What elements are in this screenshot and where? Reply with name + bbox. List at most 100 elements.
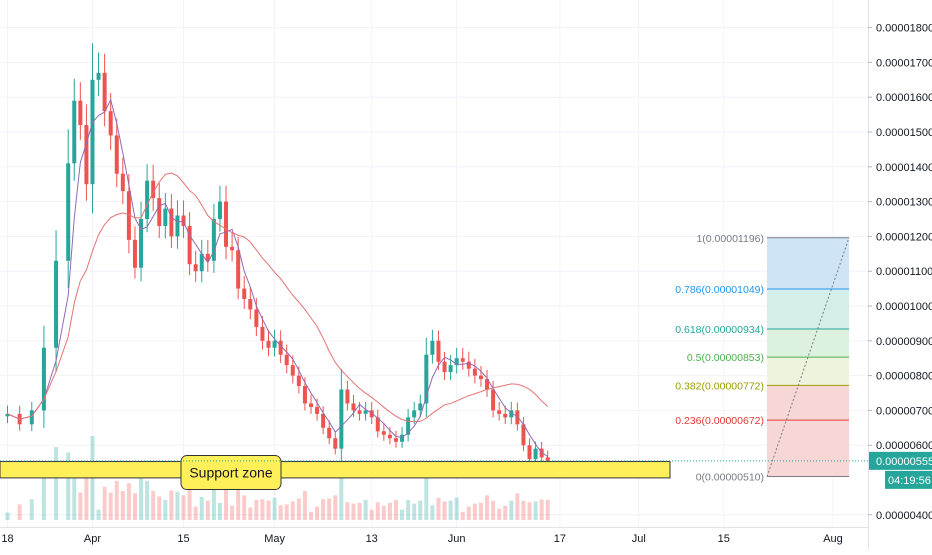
volume-bar <box>333 495 338 520</box>
candle-body <box>509 410 514 418</box>
candle-body <box>339 389 344 449</box>
volume-bar <box>430 505 435 520</box>
candle-body <box>442 361 447 373</box>
candle-body <box>242 288 247 300</box>
price-axis-tick: 0.00001300 <box>876 197 932 209</box>
volume-bar <box>339 476 344 520</box>
candle-body <box>126 191 131 240</box>
volume-bar <box>503 505 508 520</box>
last-price-badge <box>869 451 932 470</box>
price-axis-tick: 0.00001800 <box>876 23 932 35</box>
volume-bar <box>497 508 502 520</box>
candle-body <box>66 163 71 261</box>
candle-body <box>533 448 538 460</box>
candle-body <box>454 358 459 366</box>
fib-band <box>767 237 849 289</box>
candle-body <box>321 413 326 428</box>
candle-body <box>199 253 204 272</box>
fib-level-label: 0.236(0.00000672) <box>675 415 764 427</box>
countdown-badge <box>885 470 932 489</box>
volume-bar <box>66 452 71 520</box>
volume-bar <box>521 500 526 520</box>
candle-body <box>90 79 95 185</box>
volume-bar <box>284 504 289 520</box>
candle-body <box>145 180 150 219</box>
fibonacci-retracement[interactable]: 1(0.00001196) 0.786(0.00001049) 0.618(0.00… <box>675 233 850 484</box>
candle-body <box>521 424 526 446</box>
price-axis-tick: 0.00000700 <box>876 405 932 417</box>
volume-bar <box>527 502 532 520</box>
candle-body <box>309 403 313 407</box>
volume-bar <box>327 498 332 520</box>
time-axis-tick: 15 <box>177 533 189 545</box>
candle-body <box>430 340 435 355</box>
candle-body <box>527 445 532 460</box>
candle-body <box>96 72 101 80</box>
volume-bar <box>175 491 180 520</box>
candle-body <box>466 361 471 369</box>
volume-bar <box>157 496 162 520</box>
candle-body <box>205 253 210 261</box>
fib-level-label: 0.382(0.00000772) <box>675 380 764 392</box>
time-axis[interactable]: 18 Apr 15 May 13 Jun 17 Jul 15 Aug <box>1 533 842 545</box>
candle-body <box>412 410 417 418</box>
time-axis-tick: Jun <box>448 533 466 545</box>
candle-body <box>387 434 392 439</box>
candle-body <box>260 326 265 341</box>
candle-body <box>363 410 368 414</box>
support-zone[interactable]: Support zone <box>0 455 671 491</box>
price-axis-tick: 0.00000600 <box>876 440 932 452</box>
support-zone-label-box <box>180 455 282 491</box>
time-axis-tick: Aug <box>823 533 843 545</box>
fib-band <box>767 288 849 329</box>
volume-bar <box>369 509 374 520</box>
price-axis-tick: 0.00000900 <box>876 336 932 348</box>
volume-bar <box>545 499 550 520</box>
volume-bar <box>181 495 186 520</box>
candle-body <box>157 198 162 226</box>
volume-bar <box>5 512 10 520</box>
volume-bar <box>230 505 235 520</box>
price-axis-tick: 0.00000400 <box>876 510 932 522</box>
fib-band <box>767 420 849 477</box>
candle-body <box>424 354 429 404</box>
support-zone-label: Support zone <box>189 465 272 481</box>
volume-bar <box>448 500 453 520</box>
volume-bar <box>412 503 417 520</box>
volume-bar <box>478 502 483 520</box>
volume-bar <box>199 497 204 520</box>
candle-body <box>448 365 453 373</box>
candle-body <box>151 180 156 199</box>
volume-bar <box>436 497 441 520</box>
countdown-value: 04:19:56 <box>888 475 931 487</box>
candle-body <box>29 410 34 425</box>
candle-body <box>236 250 241 289</box>
candle-body <box>369 410 374 418</box>
candle-body <box>503 413 508 418</box>
support-zone-rect[interactable] <box>0 461 671 479</box>
candle-body <box>5 413 10 417</box>
volume-bar <box>466 506 471 520</box>
volume-bar <box>454 497 459 520</box>
volume-bar <box>126 483 131 520</box>
candle-body <box>102 72 107 112</box>
candle-body <box>515 410 520 425</box>
volume-bar <box>278 505 283 520</box>
candle-body <box>375 417 380 432</box>
price-axis[interactable]: 0.00001800 0.00001700 0.00001600 0.00001500… <box>868 23 932 522</box>
fib-level-label: 0(0.00000510) <box>696 472 764 484</box>
volume-bar <box>217 503 222 520</box>
volume-bar <box>375 502 380 520</box>
candle-body <box>41 347 46 411</box>
volume-bar <box>387 502 392 520</box>
volume-bar <box>132 493 137 520</box>
time-axis-tick: 13 <box>366 533 378 545</box>
volume-bar <box>41 465 46 520</box>
candle-body <box>491 389 496 411</box>
price-axis-tick: 0.00001200 <box>876 231 932 243</box>
volume-bars <box>5 436 550 520</box>
candle-body <box>345 389 350 404</box>
volume-bar <box>96 509 101 520</box>
